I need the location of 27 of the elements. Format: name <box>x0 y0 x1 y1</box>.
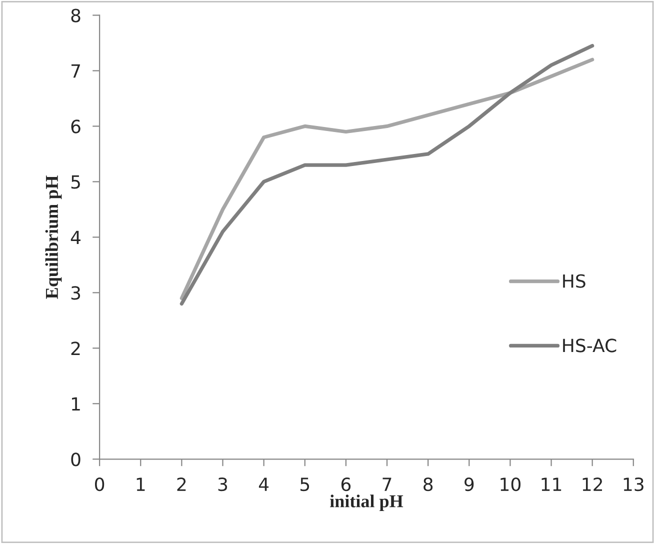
y-tick-label: 7 <box>72 64 80 78</box>
y-tick-label: 8 <box>71 8 80 22</box>
y-tick-label: 6 <box>71 120 80 134</box>
x-tick-label: 1 <box>136 478 145 491</box>
y-tick-label: 1 <box>72 397 80 411</box>
x-tick-label: 6 <box>341 478 351 492</box>
x-tick-label: 11 <box>542 478 562 491</box>
y-tick-label: 5 <box>71 175 80 189</box>
y-tick-label: 2 <box>71 342 80 356</box>
x-tick-label: 9 <box>464 478 474 492</box>
y-tick-label: 4 <box>70 230 80 244</box>
x-tick-label: 7 <box>382 478 392 491</box>
x-tick-label: 3 <box>218 478 228 492</box>
y-tick-label: 3 <box>71 286 80 300</box>
x-axis-title: initial pH <box>330 494 404 512</box>
x-tick-label: 8 <box>424 478 433 492</box>
x-tick-label: 2 <box>177 478 186 491</box>
y-axis-title: Equilibrium pH <box>45 176 62 299</box>
x-tick-label: 10 <box>500 478 520 492</box>
y-tick-label: 0 <box>71 452 80 466</box>
legend-label: HS-AC <box>563 338 616 352</box>
x-tick-label: 12 <box>582 478 602 491</box>
x-tick-label: 13 <box>624 478 644 492</box>
legend-label: HS <box>563 274 586 288</box>
x-tick-label: 0 <box>95 478 104 492</box>
x-tick-label: 5 <box>300 478 310 492</box>
x-tick-label: 4 <box>258 478 269 491</box>
